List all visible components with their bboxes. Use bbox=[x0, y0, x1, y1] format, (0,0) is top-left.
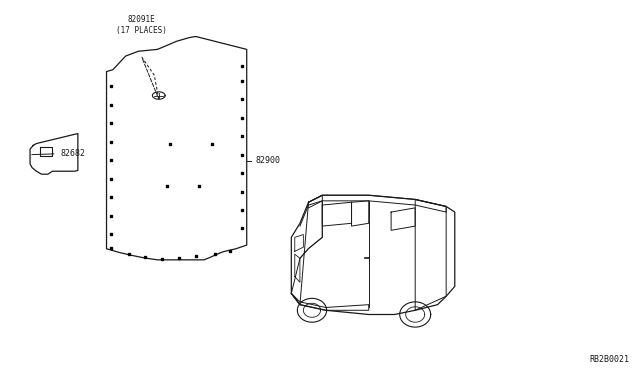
Text: 82900: 82900 bbox=[255, 155, 280, 165]
Text: 82682: 82682 bbox=[60, 150, 85, 158]
Text: RB2B0021: RB2B0021 bbox=[589, 355, 629, 364]
Text: 82091E
(17 PLACES): 82091E (17 PLACES) bbox=[116, 15, 167, 35]
